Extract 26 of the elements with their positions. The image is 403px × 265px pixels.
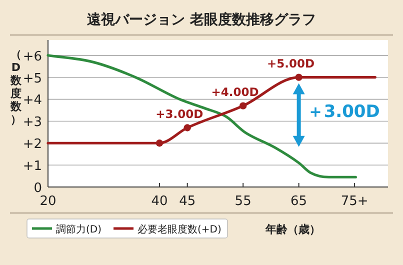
annotation: +5.00D [267, 56, 315, 70]
legend-label: 必要老眼度数(+D) [138, 224, 222, 236]
y-tick-label: +6 [22, 49, 42, 64]
annotation: +3.00D [156, 106, 204, 121]
chart-title: 遠視バージョン 老眼度数推移グラフ [86, 11, 316, 28]
y-tick-label: +3 [22, 115, 42, 130]
y-tick-label: +1 [22, 159, 42, 174]
point [239, 102, 247, 110]
annotation: +4.00D [211, 84, 259, 99]
x-tick-label: 40 [151, 194, 168, 209]
y-tick-label: +5 [22, 71, 42, 86]
y-tick-label: 0 [34, 181, 42, 196]
legend-label: 調節力(D) [56, 224, 102, 236]
y-axis-title: （D数度数） [10, 48, 22, 126]
x-tick-label: 20 [40, 194, 56, 209]
x-tick-label: 65 [290, 194, 308, 209]
point [156, 140, 164, 147]
y-tick-label: +4 [22, 93, 42, 108]
point [295, 74, 302, 81]
x-tick-label: 75+ [340, 194, 368, 209]
x-tick-label: 45 [179, 194, 196, 209]
y-tick-label: +2 [22, 137, 42, 152]
point [184, 124, 191, 132]
x-axis-title: 年齢（歳） [264, 223, 320, 236]
annotation: ＋3.00D [306, 102, 380, 122]
x-tick-label: 55 [234, 194, 252, 209]
